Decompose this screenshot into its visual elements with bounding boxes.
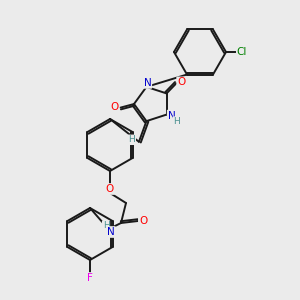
- Text: O: O: [139, 216, 147, 226]
- Text: H: H: [103, 221, 110, 230]
- Text: O: O: [106, 184, 114, 194]
- Text: H: H: [173, 117, 180, 126]
- Text: H: H: [128, 135, 135, 144]
- Text: Cl: Cl: [237, 47, 247, 57]
- Text: O: O: [177, 77, 185, 87]
- Text: N: N: [107, 227, 115, 237]
- Text: N: N: [144, 78, 151, 88]
- Text: F: F: [87, 273, 93, 283]
- Text: O: O: [110, 102, 118, 112]
- Text: N: N: [168, 111, 176, 121]
